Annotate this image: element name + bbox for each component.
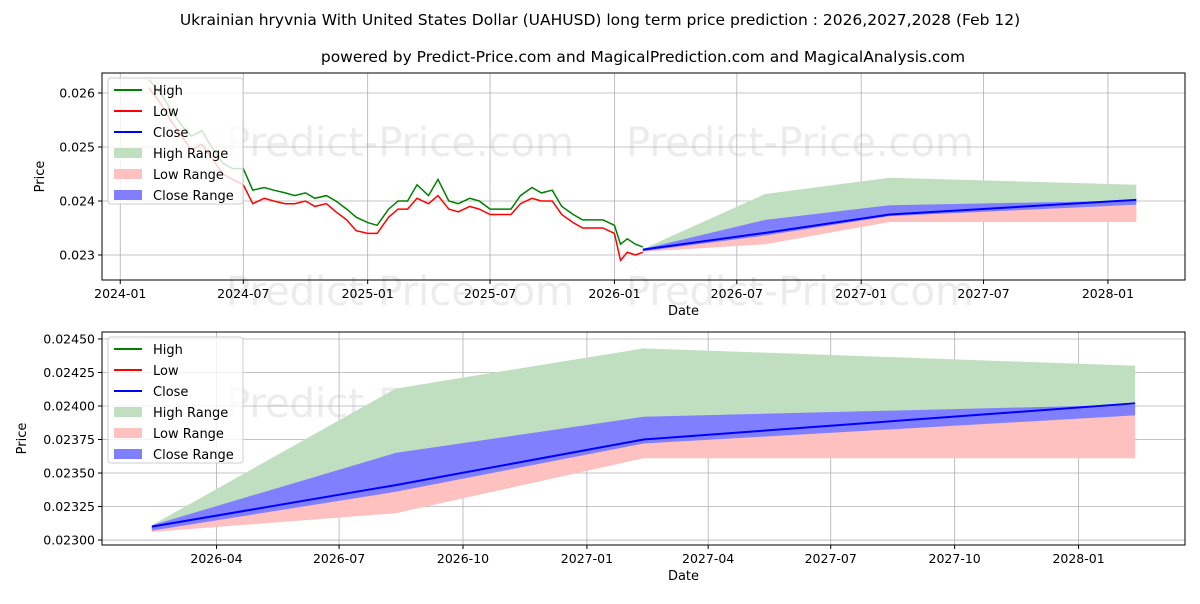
x-tick-label: 2026-07: [711, 286, 763, 301]
x-tick-label: 2025-01: [342, 286, 394, 301]
x-tick-label: 2026-01: [588, 286, 640, 301]
x-tick-label: 2027-01: [561, 551, 613, 566]
y-tick-label: 0.02450: [43, 331, 95, 346]
low-range-band: [151, 415, 1136, 532]
plot-area: [151, 348, 1136, 532]
chart-title: Ukrainian hryvnia With United States Dol…: [180, 11, 1020, 29]
y-tick-label: 0.024: [59, 193, 95, 208]
overview-panel: Predict-Price.com Predict-Price.com Predic…: [33, 72, 1186, 319]
watermark-text: Predict-Price.com: [626, 269, 974, 315]
legend: High Low Close High Range Low Range Close Ran…: [107, 77, 244, 205]
legend-swatch-low-range: [114, 169, 142, 179]
legend-label-high-range: High Range: [153, 406, 228, 421]
y-tick-label: 0.026: [59, 85, 95, 100]
legend-swatch-high-range: [114, 407, 142, 417]
watermark-text: Predict-Price.com: [626, 120, 974, 166]
y-tick-label: 0.02375: [43, 432, 95, 447]
legend-swatch-close-range: [114, 190, 142, 200]
watermark-text: Predict-Price.com: [226, 120, 574, 166]
legend: High Low Close High Range Low Range Close Ran…: [107, 336, 244, 464]
y-axis-label: Price: [15, 423, 30, 455]
x-tick-label: 2027-04: [682, 551, 734, 566]
y-tick-label: 0.025: [59, 139, 95, 154]
close-forecast-line: [151, 402, 1136, 528]
legend-label-low: Low: [153, 364, 179, 379]
close-range-band: [151, 404, 1136, 531]
legend-swatch-high-range: [114, 148, 142, 158]
legend-swatch-close-range: [114, 449, 142, 459]
y-tick-label: 0.023: [59, 247, 95, 262]
x-tick-label: 2026-04: [190, 551, 242, 566]
y-tick-label: 0.02425: [43, 365, 95, 380]
x-tick-label: 2027-10: [929, 551, 981, 566]
y-tick-label: 0.02350: [43, 466, 95, 481]
x-tick-label: 2024-01: [94, 286, 146, 301]
legend-swatch-low-range: [114, 428, 142, 438]
x-tick-label: 2028-01: [1052, 551, 1104, 566]
legend-label-close: Close: [153, 385, 188, 400]
legend-label-close-range: Close Range: [153, 448, 234, 463]
x-tick-label: 2027-07: [805, 551, 857, 566]
legend-label-close: Close: [153, 126, 188, 141]
x-tick-label: 2026-07: [313, 551, 365, 566]
plot-area: [148, 78, 1137, 263]
forecast-detail-panel: Predict-Price.comPredict-Price.com2026-0…: [15, 331, 1186, 584]
y-axis-label: Price: [33, 161, 48, 193]
low-range-band: [642, 204, 1137, 252]
x-tick-label: 2027-01: [835, 286, 887, 301]
legend-label-high-range: High Range: [153, 147, 228, 162]
x-tick-label: 2024-07: [217, 286, 269, 301]
legend-label-close-range: Close Range: [153, 189, 234, 204]
watermark-text: Predict-Price.com: [226, 269, 574, 315]
close-range-band: [642, 200, 1137, 252]
x-tick-label: 2025-07: [464, 286, 516, 301]
axes-frame: [101, 72, 1186, 281]
legend-label-low: Low: [153, 105, 179, 120]
legend-label-high: High: [153, 84, 183, 99]
x-axis-label: Date: [668, 304, 699, 319]
close-forecast-line: [642, 198, 1137, 251]
x-tick-label: 2028-01: [1082, 286, 1134, 301]
y-tick-label: 0.02300: [43, 533, 95, 548]
legend-label-low-range: Low Range: [153, 427, 224, 442]
legend-label-low-range: Low Range: [153, 168, 224, 183]
axes-frame: [101, 331, 1186, 546]
y-tick-label: 0.02325: [43, 499, 95, 514]
x-tick-label: 2027-07: [957, 286, 1009, 301]
x-axis-label: Date: [668, 569, 699, 584]
y-tick-label: 0.02400: [43, 398, 95, 413]
chart-subtitle: powered by Predict-Price.com and Magical…: [321, 48, 965, 66]
legend-label-high: High: [153, 343, 183, 358]
x-tick-label: 2026-10: [437, 551, 489, 566]
